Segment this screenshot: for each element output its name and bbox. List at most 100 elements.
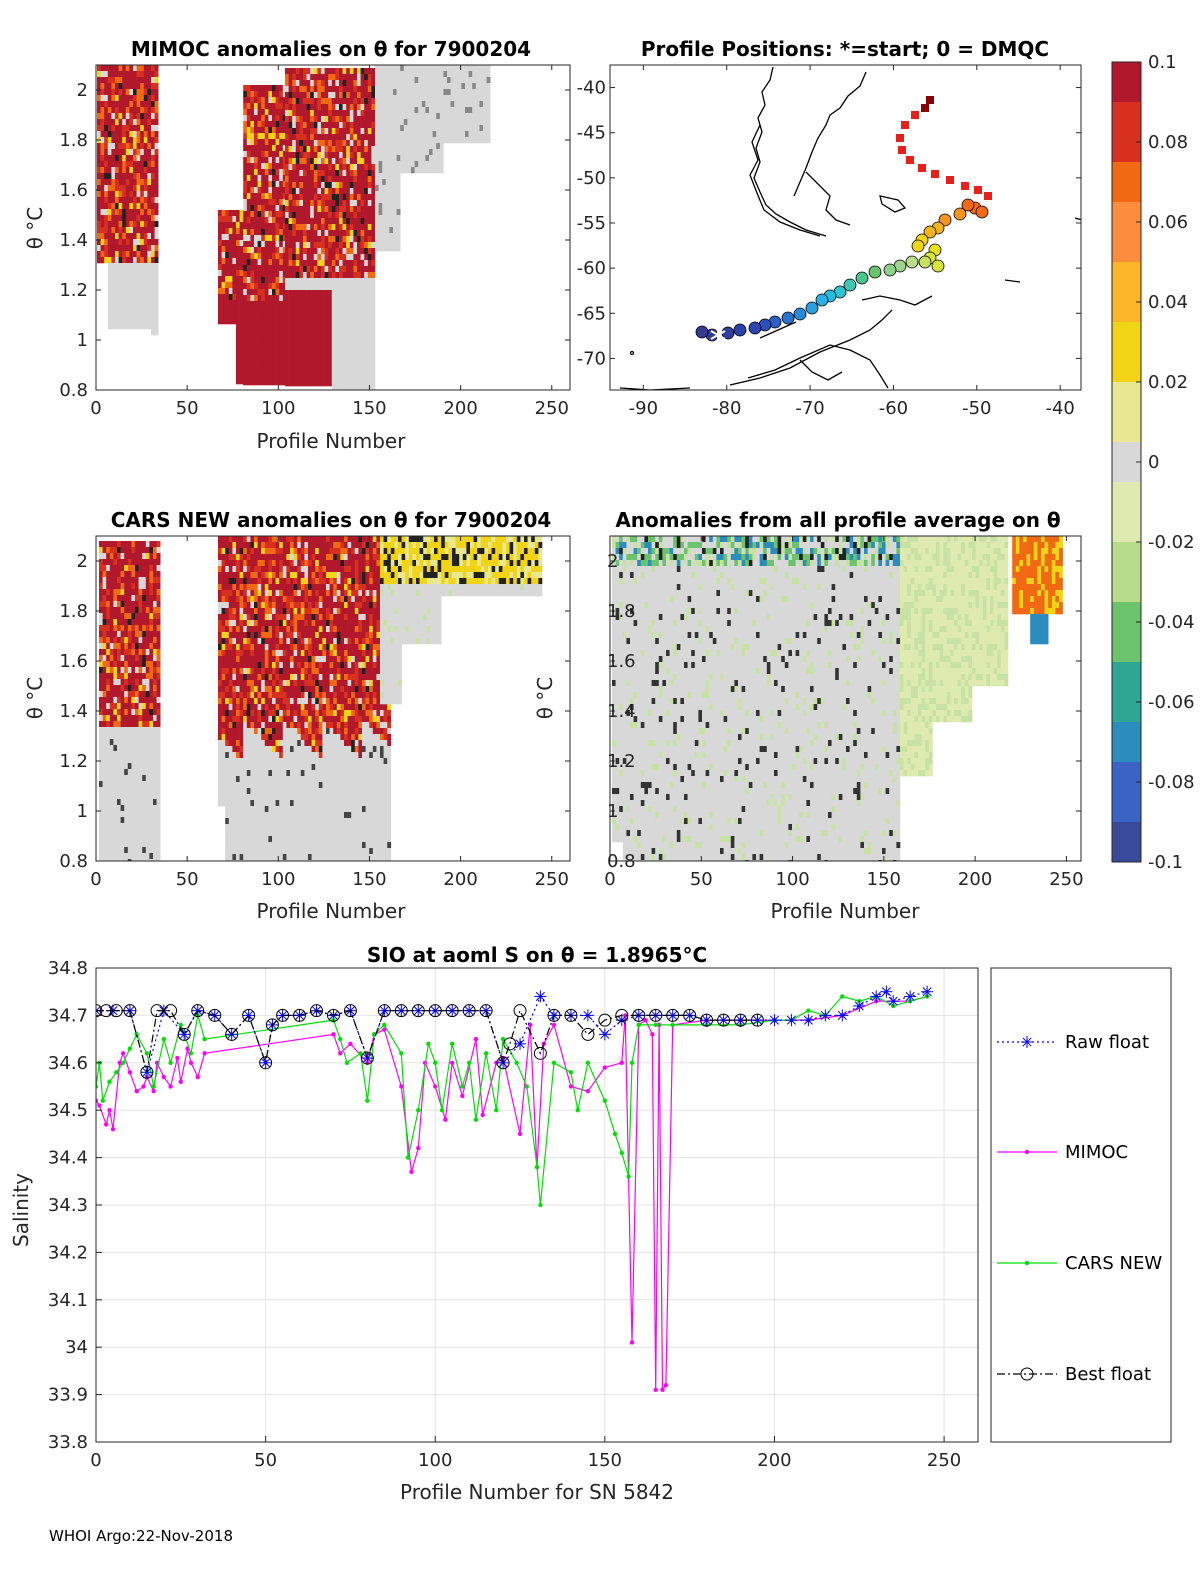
heatmap-cell xyxy=(99,853,103,860)
heatmap-cell xyxy=(243,818,248,825)
heatmap-cell xyxy=(228,240,233,247)
heatmap-cell xyxy=(261,277,266,284)
heatmap-cell xyxy=(396,185,401,192)
heatmap-cell xyxy=(117,601,121,608)
heatmap-cell xyxy=(232,698,237,705)
heatmap-cell xyxy=(221,752,226,759)
heatmap-cell xyxy=(120,847,125,854)
heatmap-cell xyxy=(138,799,143,806)
heatmap-cell xyxy=(225,698,230,705)
heatmap-cell xyxy=(145,547,150,554)
heatmap-cell xyxy=(147,299,152,306)
heatmap-cell xyxy=(306,194,311,201)
heatmap-cell xyxy=(279,169,284,176)
heatmap-cell xyxy=(378,131,383,138)
heatmap-cell xyxy=(357,176,361,183)
heatmap-cell xyxy=(156,805,161,812)
heatmap-cell xyxy=(414,95,419,102)
heatmap-cell xyxy=(250,85,255,92)
heatmap-cell xyxy=(303,218,307,225)
heatmap-cell xyxy=(292,344,297,351)
heatmap-cell xyxy=(295,116,300,123)
heatmap-cell xyxy=(236,830,240,837)
heatmap-cell xyxy=(313,380,318,387)
heatmap-cell xyxy=(111,185,116,192)
heatmap-cell xyxy=(295,380,300,387)
heatmap-cell xyxy=(254,139,258,146)
heatmap-cell xyxy=(360,302,365,309)
heatmap-cell xyxy=(254,247,258,254)
heatmap-cell xyxy=(346,170,351,177)
heatmap-cell xyxy=(313,200,318,207)
heatmap-cell xyxy=(432,155,437,162)
heatmap-cell xyxy=(331,284,336,291)
heatmap-cell xyxy=(109,577,114,584)
heatmap-cell xyxy=(250,259,255,266)
heatmap-cell xyxy=(288,230,293,237)
heatmap-cell xyxy=(371,170,376,177)
heatmap-cell xyxy=(145,853,150,860)
heatmap-cell xyxy=(243,752,248,759)
heatmap-cell xyxy=(407,83,412,90)
heatmap-cell xyxy=(135,577,139,584)
heatmap-cell xyxy=(142,589,147,596)
heatmap-cell xyxy=(349,290,354,297)
heatmap-cell xyxy=(136,209,141,216)
heatmap-cell xyxy=(264,319,269,326)
heatmap-cell xyxy=(254,85,258,92)
heatmap-cell xyxy=(382,173,387,180)
heatmap-cell xyxy=(375,179,379,186)
heatmap-cell xyxy=(310,320,315,327)
heatmap-cell xyxy=(149,763,154,770)
heatmap-cell xyxy=(131,781,136,788)
heatmap-cell xyxy=(142,661,147,668)
heatmap-cell xyxy=(124,571,129,578)
heatmap-cell xyxy=(153,763,157,770)
heatmap-cell xyxy=(357,68,361,75)
heatmap-cell xyxy=(225,596,230,603)
heatmap-cell xyxy=(443,83,448,90)
heatmap-cell xyxy=(275,91,280,98)
heatmap-cell xyxy=(339,380,343,387)
heatmap-cell xyxy=(133,209,137,216)
heatmap-cell xyxy=(236,638,240,645)
heatmap-cell xyxy=(272,175,276,182)
mimoc-panel-title: MIMOC anomalies on θ for 7900204 xyxy=(131,37,531,61)
heatmap-cell xyxy=(136,71,141,78)
heatmap-cell xyxy=(106,781,111,788)
heatmap-cell xyxy=(97,191,101,198)
heatmap-cell xyxy=(100,125,105,132)
heatmap-cell xyxy=(254,211,258,218)
heatmap-cell xyxy=(324,266,329,273)
heatmap-cell xyxy=(367,230,372,237)
heatmap-cell xyxy=(243,584,248,591)
heatmap-cell xyxy=(102,577,107,584)
heatmap-cell xyxy=(346,92,351,99)
heatmap-cell xyxy=(246,247,251,254)
heatmap-cell xyxy=(457,89,462,96)
heatmap-cell xyxy=(254,349,258,356)
heatmap-cell xyxy=(136,317,141,324)
heatmap-cell xyxy=(124,589,129,596)
heatmap-cell xyxy=(299,212,304,219)
heatmap-cell xyxy=(436,95,441,102)
heatmap-cell xyxy=(122,65,127,72)
heatmap-cell xyxy=(475,125,480,132)
heatmap-cell xyxy=(299,116,304,123)
heatmap-cell xyxy=(285,314,289,321)
heatmap-cell xyxy=(324,308,329,315)
heatmap-cell xyxy=(236,294,240,301)
heatmap-cell xyxy=(154,131,159,138)
dmqc-profile-marker xyxy=(793,307,807,321)
heatmap-cell xyxy=(100,107,105,114)
heatmap-cell xyxy=(117,757,121,764)
heatmap-cell xyxy=(243,169,248,176)
heatmap-cell xyxy=(310,182,315,189)
heatmap-cell xyxy=(225,632,230,639)
heatmap-cell xyxy=(279,283,284,290)
heatmap-cell xyxy=(257,181,262,188)
heatmap-cell xyxy=(324,92,329,99)
heatmap-cell xyxy=(122,275,127,282)
heatmap-cell xyxy=(102,859,107,861)
heatmap-cell xyxy=(138,721,143,728)
